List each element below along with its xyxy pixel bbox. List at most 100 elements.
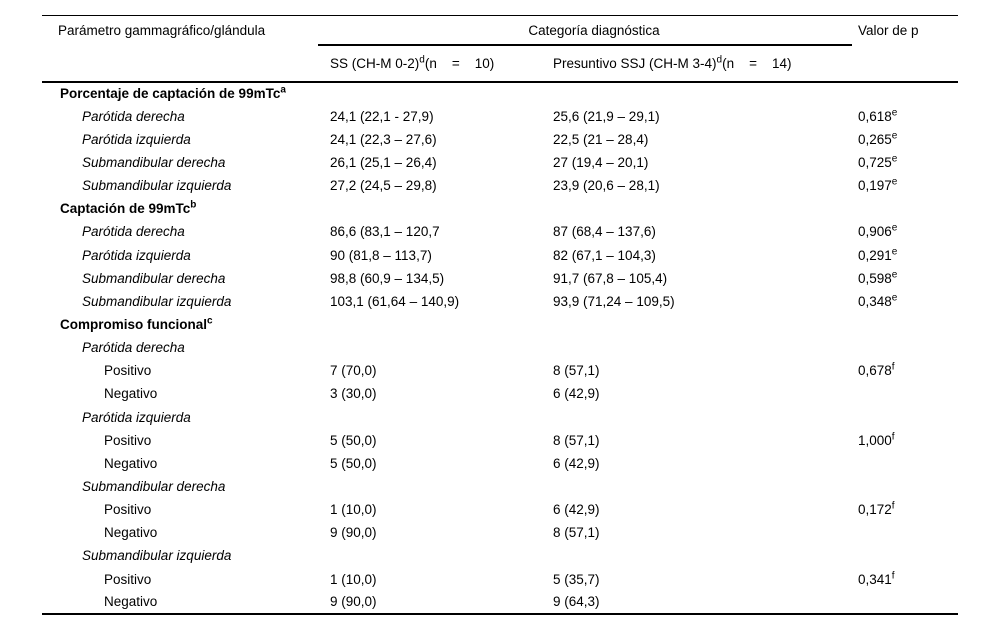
- parameter-label: Submandibular izquierda: [82, 548, 232, 564]
- ssj-value-cell: [553, 313, 858, 336]
- ss-value-cell: [330, 336, 553, 359]
- p-value: 0,598: [858, 270, 892, 286]
- p-value-cell: 0,197e: [858, 174, 958, 197]
- parameter-label: Submandibular derecha: [82, 154, 226, 170]
- p-value: 0,906: [858, 224, 892, 240]
- p-footnote-mark: f: [891, 361, 895, 373]
- p-footnote-mark: e: [891, 222, 898, 234]
- ss-group-n: (n = 10): [424, 55, 495, 71]
- ss-value-cell: 3 (30,0): [330, 386, 377, 402]
- p-footnote-mark: e: [891, 269, 898, 281]
- p-value-cell: 0,348e: [858, 290, 958, 313]
- ssj-value-cell: 25,6 (21,9 – 29,1): [553, 108, 660, 124]
- p-footnote-mark: e: [891, 176, 898, 188]
- diagnostic-category-label: Categoría diagnóstica: [528, 23, 660, 39]
- gammagraphy-table: Parámetro gammagráfico/glándula Categorí…: [42, 15, 958, 615]
- ss-value-cell: 98,8 (60,9 – 134,5): [330, 270, 445, 286]
- parameter-cell: Parótida derecha: [42, 336, 330, 359]
- ssj-value-cell: [553, 197, 858, 220]
- p-value-cell: [858, 591, 958, 614]
- parameter-label: Submandibular izquierda: [82, 178, 232, 194]
- ss-group-footnote-mark: d: [419, 54, 425, 65]
- ssj-group-name: Presuntivo SSJ (CH-M 3-4): [553, 55, 717, 71]
- parameter-label: Positivo: [104, 363, 152, 379]
- parameter-label: Porcentaje de captación de 99mTc: [60, 86, 281, 102]
- p-footnote-mark: e: [891, 292, 898, 304]
- footnote-mark: b: [190, 199, 197, 211]
- table-row: Negativo 9 (90,0) 9 (64,3): [42, 591, 958, 614]
- ss-value-cell: 1 (10,0): [330, 571, 377, 587]
- table-row: Porcentaje de captación de 99mTca: [42, 82, 958, 105]
- table-row: Submandibular izquierda 27,2 (24,5 – 29,8…: [42, 174, 958, 197]
- ss-value-cell: 9 (90,0): [330, 525, 377, 541]
- ss-value-cell: 1 (10,0): [330, 502, 377, 518]
- p-value-cell: [858, 197, 958, 220]
- table-row: Parótida derecha 24,1 (22,1 - 27,9) 25,6 (…: [42, 105, 958, 128]
- parameter-label: Captación de 99mTc: [60, 201, 191, 217]
- ssj-value-cell: 6 (42,9): [553, 386, 600, 402]
- column-header-parameter: Parámetro gammagráfico/glándula: [58, 23, 266, 39]
- table-row: Negativo 9 (90,0) 8 (57,1): [42, 521, 958, 544]
- ssj-value-cell: 27 (19,4 – 20,1): [553, 154, 649, 170]
- p-value: 0,265: [858, 131, 892, 147]
- ss-value-cell: 26,1 (25,1 – 26,4): [330, 154, 437, 170]
- table-row: Submandibular derecha 26,1 (25,1 – 26,4) 2…: [42, 151, 958, 174]
- parameter-label: Parótida derecha: [82, 108, 185, 124]
- header-empty-cell: [858, 45, 958, 83]
- table-row: Negativo 5 (50,0) 6 (42,9): [42, 452, 958, 475]
- parameter-label: Parótida izquierda: [82, 409, 191, 425]
- parameter-cell: Positivo: [42, 429, 330, 452]
- table-row: Parótida izquierda: [42, 405, 958, 428]
- ssj-value-cell: 91,7 (67,8 – 105,4): [553, 270, 668, 286]
- ss-value-cell: [330, 197, 553, 220]
- p-value-cell: [858, 405, 958, 428]
- ss-group-name: SS (CH-M 0-2): [330, 55, 420, 71]
- table-row: Parótida izquierda 24,1 (22,3 – 27,6) 22,5…: [42, 128, 958, 151]
- p-value: 0,618: [858, 108, 892, 124]
- parameter-cell: Positivo: [42, 359, 330, 382]
- parameter-label: Positivo: [104, 571, 152, 587]
- ss-value-cell: 24,1 (22,1 - 27,9): [330, 108, 434, 124]
- parameter-label: Submandibular derecha: [82, 270, 226, 286]
- ssj-value-cell: 87 (68,4 – 137,6): [553, 224, 656, 240]
- table-body: Porcentaje de captación de 99mTca Parótid…: [42, 82, 958, 614]
- parameter-cell: Parótida izquierda: [42, 128, 330, 151]
- ssj-value-cell: 8 (57,1): [553, 432, 600, 448]
- p-value: 0,725: [858, 154, 892, 170]
- column-header-p-value: Valor de p: [858, 23, 919, 39]
- p-value: 0,341: [858, 571, 892, 587]
- ss-value-cell: [330, 313, 553, 336]
- parameter-label: Negativo: [104, 455, 158, 471]
- parameter-cell: Submandibular izquierda: [42, 174, 330, 197]
- parameter-label: Negativo: [104, 594, 158, 610]
- ssj-group-footnote-mark: d: [716, 54, 723, 65]
- p-value: 0,291: [858, 247, 892, 263]
- p-value: 0,678: [858, 363, 892, 379]
- ss-value-cell: 5 (50,0): [330, 432, 377, 448]
- parameter-cell: Parótida derecha: [42, 220, 330, 243]
- p-value-cell: [858, 82, 958, 105]
- parameter-label: Submandibular izquierda: [82, 293, 232, 309]
- table-row: Positivo 5 (50,0) 8 (57,1) 1,000f: [42, 429, 958, 452]
- p-value-cell: [858, 544, 958, 567]
- ssj-value-cell: 5 (35,7): [553, 571, 600, 587]
- column-header-ssj-group: Presuntivo SSJ (CH-M 3-4)d(n = 14): [553, 45, 858, 83]
- statistics-table: Parámetro gammagráfico/glándula Categorí…: [42, 15, 958, 615]
- ss-value-cell: 5 (50,0): [330, 455, 377, 471]
- p-value-cell: [858, 336, 958, 359]
- table-row: Captación de 99mTcb: [42, 197, 958, 220]
- table-row: Submandibular izquierda 103,1 (61,64 – 14…: [42, 290, 958, 313]
- parameter-cell: Porcentaje de captación de 99mTca: [42, 82, 330, 105]
- column-header-ss-group: SS (CH-M 0-2)d(n = 10): [330, 45, 553, 83]
- parameter-cell: Positivo: [42, 567, 330, 590]
- parameter-cell: Parótida izquierda: [42, 243, 330, 266]
- table-row: Submandibular derecha 98,8 (60,9 – 134,5)…: [42, 267, 958, 290]
- p-value-cell: [858, 382, 958, 405]
- ss-value-cell: 90 (81,8 – 113,7): [330, 247, 432, 263]
- parameter-cell: Submandibular derecha: [42, 475, 330, 498]
- p-value-cell: [858, 521, 958, 544]
- ssj-value-cell: [553, 544, 858, 567]
- header-row-2: SS (CH-M 0-2)d(n = 10) Presuntivo SSJ (C…: [42, 45, 958, 83]
- column-header-diagnostic-category: Categoría diagnóstica: [318, 16, 858, 46]
